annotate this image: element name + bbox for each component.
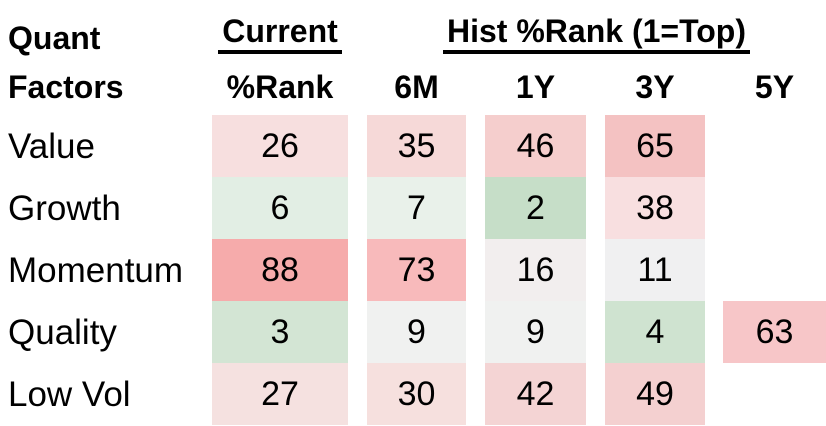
heatmap-cell: 35 [367, 115, 466, 177]
column-header-6m: 6M [394, 68, 439, 105]
column-header-1y: 1Y [515, 68, 556, 105]
heatmap-cell: 65 [605, 115, 705, 177]
heatmap-cell: 6 [212, 177, 348, 239]
heatmap-cell: 9 [367, 301, 466, 363]
heatmap-cell: 4 [605, 301, 705, 363]
column-header-current-rank: %Rank [226, 68, 334, 105]
current-group-label: Current [218, 15, 342, 54]
table-title-line2: Factors [8, 68, 124, 105]
row-label-low-vol: Low Vol [8, 374, 131, 414]
heatmap-cell: 27 [212, 363, 348, 425]
row-label-value: Value [8, 126, 95, 166]
heatmap-cell: 3 [212, 301, 348, 363]
heatmap-cell: 9 [485, 301, 586, 363]
heatmap-cell: 88 [212, 239, 348, 301]
heatmap-cell-empty [723, 177, 826, 239]
heatmap-cell: 26 [212, 115, 348, 177]
heatmap-cell-empty [723, 239, 826, 301]
heatmap-cell: 49 [605, 363, 705, 425]
column-header-3y: 3Y [635, 68, 675, 105]
heatmap-cell-empty [723, 115, 826, 177]
table-title-line1: Quant [8, 20, 101, 56]
heatmap-cell: 42 [485, 363, 586, 425]
hist-group-header: Hist %Rank (1=Top) [367, 0, 826, 58]
heatmap-cell: 63 [723, 301, 826, 363]
current-group-header: Current [212, 0, 348, 58]
heatmap-cell: 2 [485, 177, 586, 239]
heatmap-cell: 7 [367, 177, 466, 239]
hist-group-label: Hist %Rank (1=Top) [443, 15, 750, 54]
heatmap-cell: 30 [367, 363, 466, 425]
heatmap-cell: 11 [605, 239, 705, 301]
heatmap-cell: 38 [605, 177, 705, 239]
column-header-5y: 5Y [754, 68, 795, 105]
heatmap-cell-empty [723, 363, 826, 425]
row-label-quality: Quality [8, 312, 117, 352]
heatmap-cell: 73 [367, 239, 466, 301]
row-label-momentum: Momentum [8, 250, 184, 290]
row-label-growth: Growth [8, 188, 121, 228]
heatmap-cell: 46 [485, 115, 586, 177]
heatmap-cell: 16 [485, 239, 586, 301]
